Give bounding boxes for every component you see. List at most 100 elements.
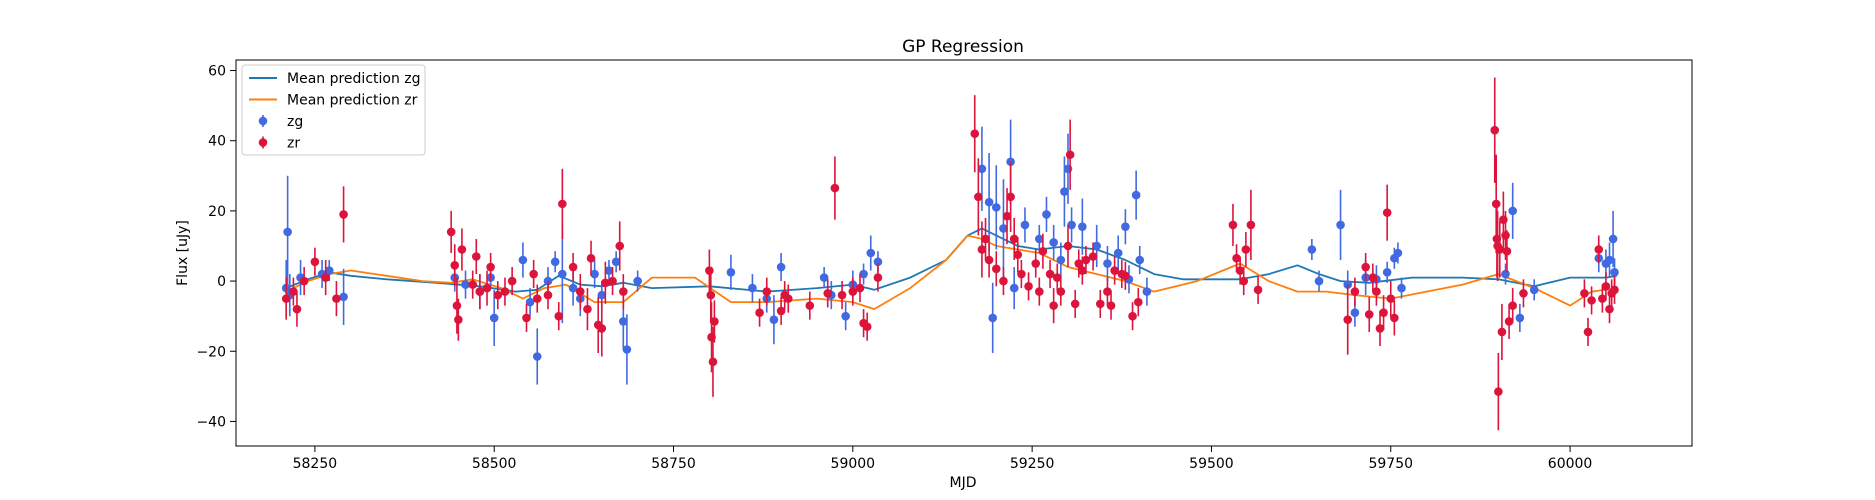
zr-data-point: [837, 290, 847, 300]
zr-data-point: [1605, 304, 1614, 314]
zr-data-point: [862, 322, 872, 331]
zr-data-point: [1494, 387, 1503, 396]
zg-data-point: [525, 297, 535, 307]
x-tick-label: 59750: [1368, 456, 1413, 472]
zr-data-point: [1081, 255, 1091, 265]
zr-data-point: [1121, 271, 1130, 281]
zr-data-point: [1246, 220, 1256, 230]
zg-data-point: [1092, 241, 1101, 251]
zr-data-point: [755, 308, 764, 317]
zr-data-point: [1583, 327, 1593, 337]
zg-data-point: [866, 248, 876, 258]
zr-data-point: [457, 245, 467, 254]
y-axis-label: Flux [uJy]: [175, 220, 191, 286]
zr-data-point: [984, 255, 994, 265]
zr-data-point: [1502, 246, 1512, 256]
y-tick-label: 60: [208, 64, 226, 80]
y-tick-label: −20: [196, 344, 226, 360]
zg-data-point: [1142, 287, 1152, 296]
zr-data-point: [1519, 289, 1528, 298]
zr-data-point: [1343, 315, 1353, 324]
zr-data-point: [1133, 297, 1143, 307]
zr-data-point: [873, 273, 883, 282]
zr-data-point: [1031, 259, 1041, 268]
zr-data-point: [1110, 266, 1119, 275]
zr-data-point: [568, 262, 578, 272]
zr-data-point: [805, 301, 815, 310]
x-tick-label: 59250: [1010, 456, 1055, 472]
zr-data-point: [1379, 308, 1388, 317]
zr-data-point: [281, 294, 291, 303]
zr-data-point: [543, 290, 553, 300]
zr-data-point: [1495, 245, 1505, 254]
x-tick-label: 60000: [1548, 456, 1593, 472]
zg-data-point: [1336, 220, 1345, 230]
y-tick-label: −40: [196, 414, 226, 430]
zr-data-point: [446, 227, 456, 237]
zr-data-point: [1106, 301, 1116, 310]
zg-data-point: [1605, 255, 1614, 265]
zr-data-point: [705, 266, 714, 275]
zr-data-point: [586, 253, 596, 263]
zr-data-point: [783, 294, 793, 303]
zr-data-point: [970, 129, 980, 138]
zr-data-point: [1065, 150, 1075, 160]
zg-data-point: [1056, 255, 1066, 265]
zg-data-point: [1035, 234, 1044, 244]
zr-data-point: [1504, 317, 1514, 326]
zr-data-point: [999, 276, 1008, 286]
x-tick-label: 59000: [831, 456, 876, 472]
zr-data-point: [1103, 287, 1112, 296]
zg-data-point: [977, 164, 987, 174]
zr-data-point: [1006, 192, 1015, 202]
zg-data-point: [999, 224, 1008, 233]
zr-data-point: [507, 276, 517, 286]
zr-data-point: [482, 283, 492, 293]
zr-data-point: [1382, 208, 1392, 217]
zg-data-point: [748, 283, 757, 293]
zr-data-point: [1490, 125, 1500, 135]
legend-label: zg: [287, 114, 303, 130]
zr-data-point: [454, 315, 463, 324]
zr-data-point: [1038, 246, 1048, 256]
zr-data-point: [1035, 287, 1044, 296]
zr-data-point: [1002, 211, 1012, 221]
x-tick-label: 58250: [293, 456, 338, 472]
zr-data-point: [289, 287, 298, 296]
zr-data-point: [977, 245, 987, 254]
zr-data-point: [1232, 253, 1241, 263]
zr-data-point: [1045, 269, 1055, 279]
zr-data-point: [299, 276, 309, 286]
legend-marker-swatch: [258, 116, 268, 126]
zg-data-point: [1078, 222, 1087, 231]
zg-data-point: [339, 292, 348, 302]
zg-data-point: [619, 317, 628, 326]
zr-data-point: [1228, 220, 1238, 230]
axes-frame: [235, 59, 1693, 447]
zr-data-point: [532, 294, 542, 303]
zg-data-point: [1113, 248, 1123, 258]
zg-data-point: [1307, 245, 1317, 254]
zr-data-point: [601, 278, 610, 288]
zg-data-point: [550, 257, 560, 267]
zr-data-point: [1095, 299, 1105, 309]
zg-data-point: [1501, 269, 1510, 279]
zr-data-point: [1017, 269, 1026, 279]
zg-data-point: [1103, 259, 1112, 268]
zg-data-point: [1393, 248, 1403, 258]
zg-data-point: [1508, 206, 1517, 216]
zr-data-point: [575, 287, 585, 296]
zr-data-point: [1056, 287, 1066, 296]
zg-data-point: [597, 290, 607, 300]
zg-data-point: [769, 315, 779, 324]
zr-data-point: [1601, 282, 1611, 291]
zr-data-point: [608, 276, 617, 286]
chart-title: GP Regression: [902, 37, 1024, 57]
zg-data-point: [568, 283, 578, 293]
zg-data-point: [1063, 164, 1073, 174]
zg-data-point: [1135, 255, 1145, 265]
zr-data-point: [1390, 313, 1399, 323]
zr-data-point: [762, 287, 772, 296]
zg-data-point: [558, 269, 567, 279]
zr-data-point: [471, 252, 481, 261]
